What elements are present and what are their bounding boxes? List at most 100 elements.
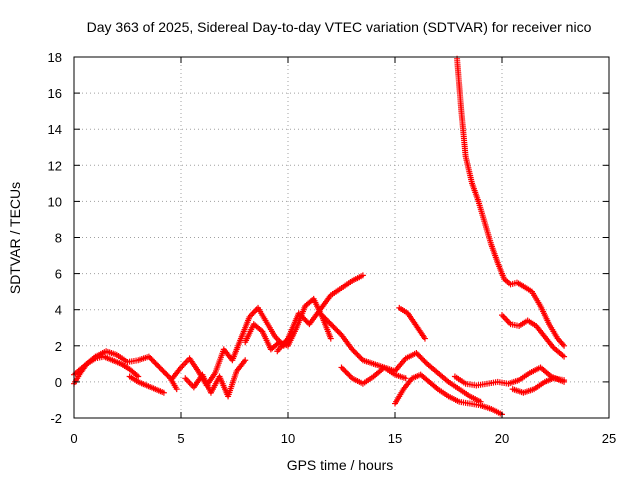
y-tick-label: 6 bbox=[55, 267, 62, 282]
data-point bbox=[160, 389, 167, 396]
data-point bbox=[334, 327, 341, 334]
data-point bbox=[327, 335, 334, 342]
data-point bbox=[159, 367, 166, 374]
data-point bbox=[153, 361, 160, 368]
x-tick-label: 20 bbox=[495, 431, 509, 446]
series-track-10 bbox=[392, 371, 505, 418]
y-tick-label: 8 bbox=[55, 231, 62, 246]
data-point bbox=[339, 365, 346, 372]
data-point bbox=[561, 353, 568, 360]
data-point bbox=[148, 356, 155, 363]
data-point bbox=[421, 335, 428, 342]
y-tick-label: 4 bbox=[55, 303, 62, 318]
data-point bbox=[298, 313, 305, 320]
chart-title: Day 363 of 2025, Sidereal Day-to-day VTE… bbox=[87, 19, 592, 35]
data-point bbox=[346, 372, 353, 379]
series-track-5 bbox=[182, 357, 249, 400]
data-point bbox=[327, 321, 334, 328]
y-tick-label: 12 bbox=[48, 158, 62, 173]
data-point bbox=[301, 315, 308, 322]
data-point bbox=[417, 354, 424, 361]
data-point bbox=[331, 325, 338, 332]
data-point bbox=[299, 314, 306, 321]
y-tick-label: 2 bbox=[55, 339, 62, 354]
y-tick-label: 10 bbox=[48, 194, 62, 209]
data-point bbox=[303, 318, 310, 325]
series-track-11 bbox=[396, 304, 428, 342]
data-point bbox=[402, 375, 409, 382]
series-track-8 bbox=[317, 310, 409, 382]
data-point bbox=[161, 369, 168, 376]
series-track-3 bbox=[126, 373, 167, 396]
y-tick-label: -2 bbox=[50, 411, 62, 426]
data-point bbox=[341, 367, 348, 374]
data-point bbox=[319, 313, 326, 320]
data-point bbox=[329, 322, 336, 329]
data-point bbox=[155, 363, 162, 370]
data-point bbox=[330, 323, 337, 330]
data-point bbox=[358, 355, 365, 362]
data-point bbox=[350, 347, 357, 354]
data-point bbox=[343, 369, 350, 376]
data-point bbox=[353, 350, 360, 357]
data-point bbox=[326, 319, 333, 326]
y-tick-label: 18 bbox=[48, 50, 62, 65]
data-point bbox=[345, 371, 352, 378]
data-point bbox=[322, 315, 329, 322]
x-tick-label: 0 bbox=[70, 431, 77, 446]
data-point bbox=[342, 368, 349, 375]
series-track-7 bbox=[274, 272, 366, 355]
y-tick-label: 0 bbox=[55, 375, 62, 390]
data-point bbox=[561, 342, 568, 349]
data-point bbox=[321, 314, 328, 321]
data-point bbox=[318, 311, 325, 318]
series-track-13 bbox=[499, 312, 568, 360]
x-tick-label: 25 bbox=[602, 431, 616, 446]
data-point bbox=[145, 353, 152, 360]
data-point bbox=[135, 373, 142, 380]
y-tick-label: 14 bbox=[48, 122, 62, 137]
data-point bbox=[561, 377, 568, 384]
y-axis-label: SDTVAR / TECUs bbox=[7, 182, 23, 294]
data-point bbox=[163, 371, 170, 378]
data-point bbox=[156, 364, 163, 371]
data-point bbox=[242, 357, 249, 364]
data-point bbox=[355, 353, 362, 360]
data-point bbox=[354, 351, 361, 358]
x-axis-label: GPS time / hours bbox=[287, 457, 394, 473]
y-tick-label: 16 bbox=[48, 86, 62, 101]
data-point bbox=[164, 372, 171, 379]
data-point bbox=[151, 359, 158, 366]
data-point bbox=[302, 317, 309, 324]
data-point bbox=[333, 326, 340, 333]
data-point bbox=[325, 318, 332, 325]
x-tick-label: 10 bbox=[281, 431, 295, 446]
series-track-15 bbox=[509, 375, 568, 396]
data-point bbox=[421, 358, 428, 365]
data-point bbox=[147, 354, 154, 361]
data-point bbox=[335, 329, 342, 336]
data-point bbox=[152, 360, 159, 367]
data-point bbox=[295, 310, 302, 317]
data-point bbox=[149, 357, 156, 364]
data-point bbox=[418, 355, 425, 362]
data-point bbox=[416, 352, 423, 359]
data-point bbox=[173, 386, 180, 393]
data-point bbox=[317, 310, 324, 317]
series-track-9 bbox=[338, 350, 484, 405]
data-point bbox=[420, 356, 427, 363]
data-point bbox=[357, 354, 364, 361]
data-point bbox=[349, 346, 356, 353]
data-point bbox=[160, 368, 167, 375]
data-point bbox=[347, 373, 354, 380]
tick-layer: 0 5 10 15 20 25 -2 0 2 4 6 8 10 12 14 16 18 bbox=[48, 50, 617, 446]
data-point bbox=[422, 359, 429, 366]
series-track-12 bbox=[454, 55, 568, 349]
data-point bbox=[157, 365, 164, 372]
data-point bbox=[323, 317, 330, 324]
data-point bbox=[413, 350, 420, 357]
data-point bbox=[414, 351, 421, 358]
grid-layer bbox=[74, 57, 609, 418]
